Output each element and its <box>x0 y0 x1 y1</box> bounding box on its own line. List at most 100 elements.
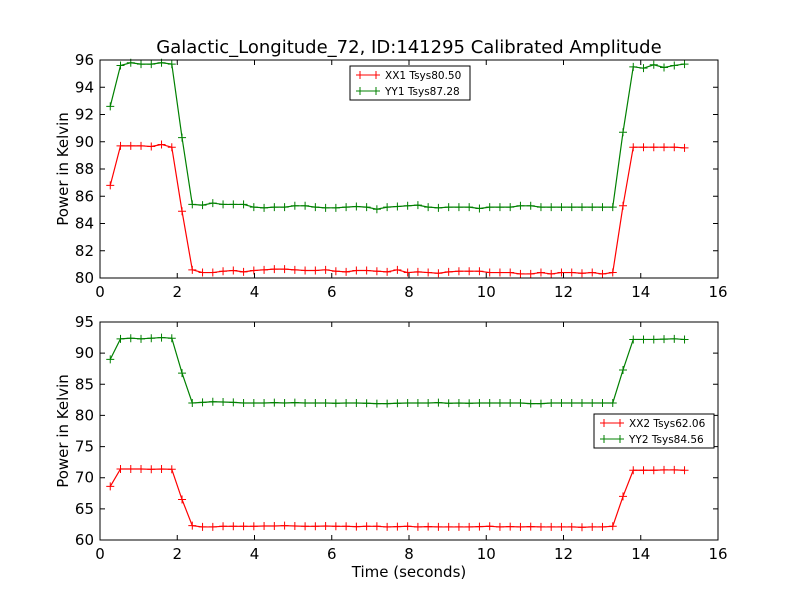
data-point-marker <box>188 200 197 209</box>
y-tick-label: 70 <box>75 469 94 487</box>
data-point-marker <box>485 398 494 407</box>
data-point-marker <box>147 334 156 343</box>
data-point-marker <box>208 522 217 531</box>
data-point-marker <box>321 265 330 274</box>
data-point-marker <box>485 522 494 531</box>
x-tick-label: 6 <box>327 545 337 563</box>
y-tick-label: 94 <box>75 78 94 96</box>
y-tick-label: 92 <box>75 106 94 124</box>
data-point-marker <box>290 521 299 530</box>
data-point-marker <box>372 399 381 408</box>
x-tick-label: 8 <box>404 283 414 301</box>
data-point-marker <box>106 355 115 364</box>
data-point-marker <box>352 398 361 407</box>
data-point-marker <box>454 203 463 212</box>
series-line-2 <box>109 336 685 405</box>
x-tick-label: 10 <box>477 283 496 301</box>
data-point-marker <box>167 60 176 69</box>
data-point-marker <box>526 201 535 210</box>
data-point-marker <box>383 203 392 212</box>
data-point-marker <box>516 398 525 407</box>
data-point-marker <box>506 522 515 531</box>
data-point-marker <box>393 265 402 274</box>
data-point-marker <box>547 203 556 212</box>
data-point-marker <box>249 203 258 212</box>
data-point-marker <box>403 268 412 277</box>
data-point-marker <box>629 335 638 344</box>
data-point-marker <box>126 464 135 473</box>
data-point-marker <box>567 398 576 407</box>
data-point-marker <box>198 268 207 277</box>
x-tick-label: 16 <box>708 283 727 301</box>
y-tick-label: 80 <box>75 406 94 424</box>
data-point-marker <box>188 521 197 530</box>
data-point-marker <box>167 465 176 474</box>
data-point-marker <box>393 399 402 408</box>
data-point-marker <box>383 522 392 531</box>
data-point-marker <box>444 522 453 531</box>
data-point-marker <box>219 522 228 531</box>
data-point-marker <box>208 199 217 208</box>
data-point-marker <box>516 201 525 210</box>
y-axis-label-bottom: Power in Kelvin <box>54 374 72 488</box>
data-point-marker <box>557 203 566 212</box>
y-tick-label: 65 <box>75 500 94 518</box>
data-point-marker <box>229 398 238 407</box>
data-point-marker <box>219 267 228 276</box>
data-point-marker <box>260 203 269 212</box>
data-point-marker <box>660 465 669 474</box>
data-point-marker <box>413 398 422 407</box>
x-tick-label: 4 <box>250 283 260 301</box>
data-point-marker <box>465 522 474 531</box>
data-point-marker <box>413 201 422 210</box>
data-point-marker <box>270 265 279 274</box>
data-point-marker <box>362 203 371 212</box>
x-tick-label: 4 <box>250 545 260 563</box>
data-point-marker <box>629 143 638 152</box>
data-point-marker <box>516 522 525 531</box>
data-point-marker <box>454 522 463 531</box>
legend-entry: XX2 Tsys62.06 <box>629 418 706 430</box>
data-point-marker <box>229 266 238 275</box>
data-point-marker <box>178 133 187 142</box>
data-point-marker <box>290 265 299 274</box>
data-point-marker <box>557 268 566 277</box>
data-point-marker <box>619 492 628 501</box>
data-point-marker <box>660 335 669 344</box>
data-point-marker <box>249 266 258 275</box>
data-point-marker <box>372 267 381 276</box>
data-point-marker <box>526 269 535 278</box>
data-point-marker <box>608 268 617 277</box>
data-point-marker <box>147 142 156 151</box>
data-point-marker <box>116 61 125 70</box>
data-point-marker <box>147 60 156 69</box>
x-tick-label: 16 <box>708 545 727 563</box>
data-point-marker <box>137 464 146 473</box>
data-point-marker <box>301 201 310 210</box>
data-point-marker <box>495 522 504 531</box>
data-point-marker <box>219 200 228 209</box>
data-point-marker <box>649 60 658 69</box>
data-point-marker <box>147 465 156 474</box>
x-tick-label: 0 <box>95 545 105 563</box>
data-point-marker <box>106 181 115 190</box>
data-point-marker <box>157 333 166 342</box>
top-plot: 0 2 4 6 8 10 12 14 16 80 82 84 86 88 90 92 94 96 XX1 Tsys8… <box>75 51 728 301</box>
data-point-marker <box>383 399 392 408</box>
data-point-marker <box>198 201 207 210</box>
data-point-marker <box>137 141 146 150</box>
data-point-marker <box>495 203 504 212</box>
data-point-marker <box>424 398 433 407</box>
legend-swatch <box>600 419 624 427</box>
data-point-marker <box>106 102 115 111</box>
data-point-marker <box>680 143 689 152</box>
legend-swatch <box>356 87 380 95</box>
data-point-marker <box>629 62 638 71</box>
data-point-marker <box>649 466 658 475</box>
y-tick-label: 90 <box>75 133 94 151</box>
data-point-marker <box>342 522 351 531</box>
legend-entry: YY2 Tsys84.56 <box>628 434 704 446</box>
data-point-marker <box>116 141 125 150</box>
data-point-marker <box>557 398 566 407</box>
data-point-marker <box>403 201 412 210</box>
